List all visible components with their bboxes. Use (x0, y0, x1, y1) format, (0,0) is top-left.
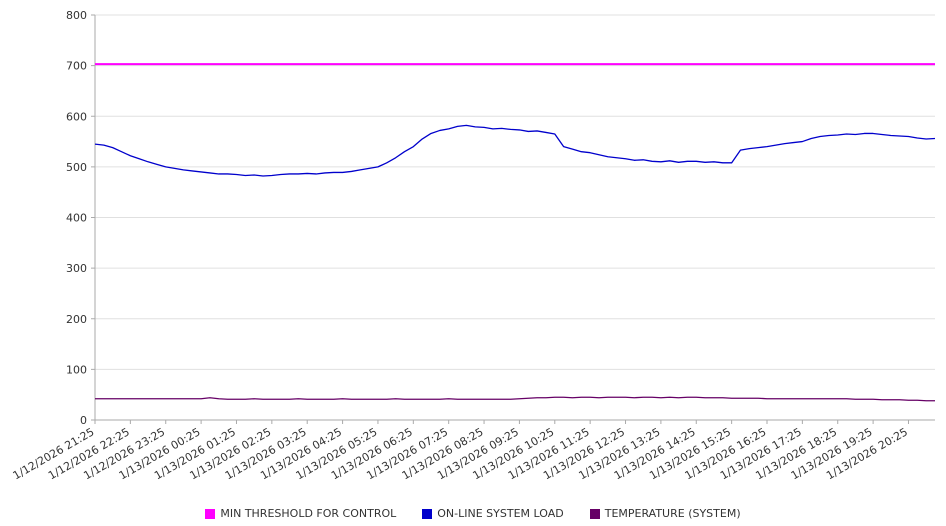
y-tick-label: 700 (66, 60, 87, 73)
legend-label: MIN THRESHOLD FOR CONTROL (220, 507, 397, 520)
y-tick-label: 600 (66, 110, 87, 123)
y-tick-label: 100 (66, 363, 87, 376)
on-line-system-load-line (94, 124, 936, 177)
legend-swatch-icon (589, 508, 600, 519)
legend-swatch-icon (422, 508, 433, 519)
legend-item[interactable]: MIN THRESHOLD FOR CONTROL (205, 507, 396, 520)
legend-swatch-icon (205, 508, 216, 519)
y-tick-label: 200 (66, 313, 87, 326)
chart-legend: MIN THRESHOLD FOR CONTROL ON-LINE SYSTEM … (0, 507, 946, 520)
legend-label: TEMPERATURE (SYSTEM) (604, 507, 741, 520)
temperature-system-line (95, 396, 935, 402)
legend-item[interactable]: TEMPERATURE (SYSTEM) (589, 507, 741, 520)
y-tick-label: 400 (66, 212, 87, 225)
legend-item[interactable]: ON-LINE SYSTEM LOAD (422, 507, 564, 520)
y-tick-label: 800 (66, 9, 87, 22)
legend-label: ON-LINE SYSTEM LOAD (437, 507, 564, 520)
y-tick-label: 500 (66, 161, 87, 174)
y-tick-label: 300 (66, 262, 87, 275)
y-tick-label: 0 (80, 414, 87, 427)
